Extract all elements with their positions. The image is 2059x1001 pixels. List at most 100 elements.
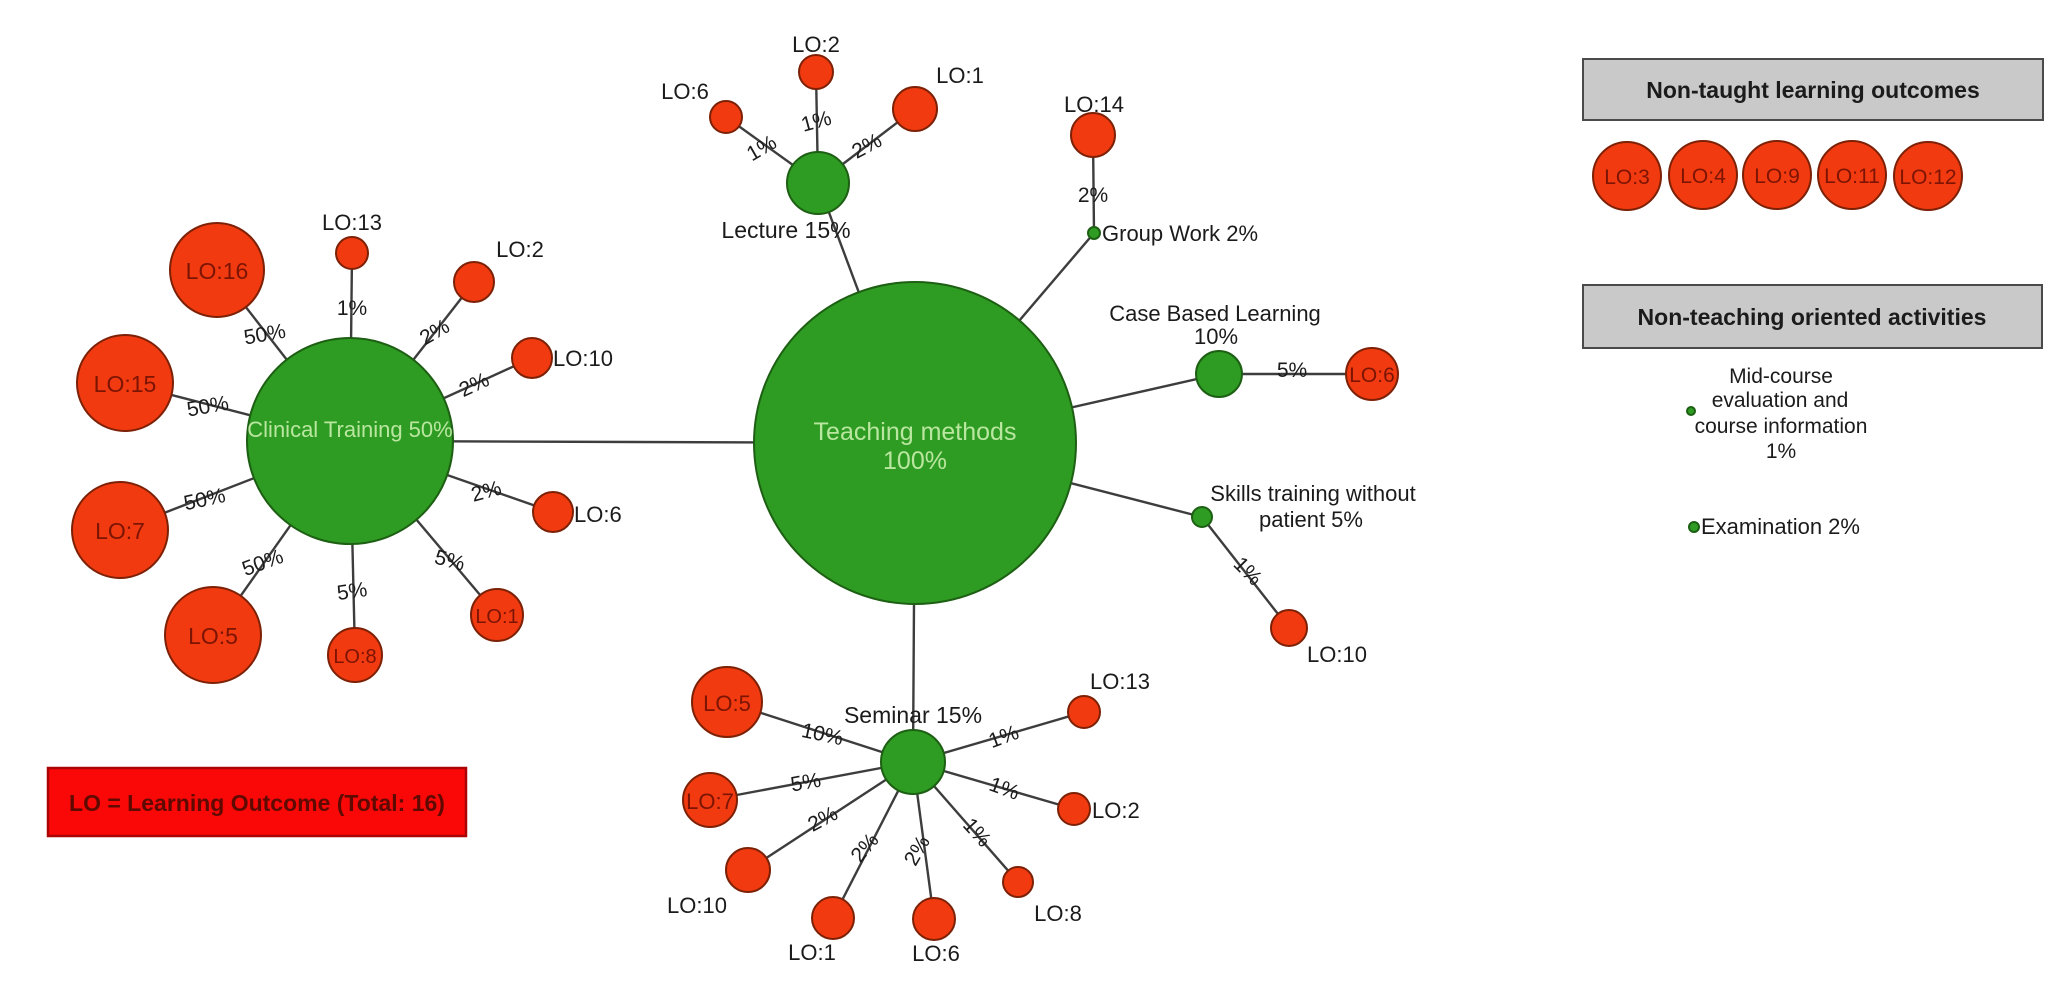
node-nontaught-lo9 <box>1742 140 1812 210</box>
clinical-lo16-label: LO:16 <box>186 258 249 284</box>
seminar-lo6-pct: 2% <box>900 832 935 870</box>
case-based-label-line2: 10% <box>1194 324 1238 349</box>
node-clinical-lo13 <box>335 236 369 270</box>
nontaught-lo3-label: LO:3 <box>1604 166 1650 189</box>
teaching-label-line2: 100% <box>883 447 947 475</box>
node-clinical-lo15 <box>76 334 174 432</box>
node-layer <box>71 54 1399 941</box>
node-seminar-lo5 <box>691 666 763 738</box>
seminar-lo1-pct: 2% <box>846 829 883 867</box>
node-seminar <box>880 729 946 795</box>
node-clinical-lo5 <box>164 586 262 684</box>
node-seminar-lo6 <box>912 897 956 941</box>
seminar-lo5-pct: 10% <box>799 719 845 750</box>
clinical-lo13-pct: 1% <box>337 297 367 320</box>
seminar-lo13-label: LO:13 <box>1090 669 1150 694</box>
skills-label-line2: patient 5% <box>1259 507 1363 532</box>
clinical-lo8-label: LO:8 <box>333 646 376 668</box>
node-clinical-training <box>246 337 454 545</box>
node-seminar-lo8 <box>1002 866 1034 898</box>
lecture-lo2-pct: 1% <box>799 107 834 137</box>
seminar-lo10-label: LO:10 <box>667 893 727 918</box>
node-skills-training <box>1191 506 1213 528</box>
examination-dot <box>1688 521 1700 533</box>
node-groupwork-lo14 <box>1070 112 1116 158</box>
nontaught-lo9-label: LO:9 <box>1754 165 1800 188</box>
node-lecture-lo2 <box>798 54 834 90</box>
clinical-lo5-label: LO:5 <box>188 623 238 649</box>
midcourse-dot <box>1686 406 1696 416</box>
seminar-lo10-pct: 2% <box>804 802 842 837</box>
skills-label-line1: Skills training without <box>1210 481 1415 506</box>
node-lecture <box>786 151 850 215</box>
clinical-lo13-label: LO:13 <box>322 210 382 235</box>
clinical-lo7-pct: 50% <box>182 484 228 515</box>
examination-label: Examination 2% <box>1701 514 1860 539</box>
nontaught-lo12-label: LO:12 <box>1899 166 1956 189</box>
lecture-lo2-label: LO:2 <box>792 32 840 57</box>
groupwork-lo14-pct: 2% <box>1078 184 1108 207</box>
seminar-label: Seminar 15% <box>844 702 982 728</box>
node-nontaught-lo4 <box>1668 140 1738 210</box>
groupwork-lo14-label: LO:14 <box>1064 92 1124 117</box>
nontaught-lo11-label: LO:11 <box>1824 165 1880 188</box>
edge-seminar-lo7 <box>709 760 914 802</box>
clinical-lo10-label: LO:10 <box>553 346 613 371</box>
non-teaching-title-box <box>1582 284 2043 349</box>
seminar-lo8-label: LO:8 <box>1034 901 1082 926</box>
node-clinical-lo1 <box>470 588 524 642</box>
clinical-lo6-label: LO:6 <box>574 502 622 527</box>
clinical-lo15-pct: 50% <box>185 392 230 422</box>
non-taught-panel: Non-taught learning outcomes LO:3 LO:4 L… <box>1582 58 2044 211</box>
legend: LO = Learning Outcome (Total: 16) <box>46 766 468 838</box>
teaching-label-line1: Teaching methods <box>814 418 1017 446</box>
edge-skills-lo10 <box>1201 516 1290 629</box>
node-clinical-lo10 <box>511 337 553 379</box>
legend-label: LO = Learning Outcome (Total: 16) <box>69 790 445 816</box>
clinical-lo7-label: LO:7 <box>95 518 145 544</box>
node-nontaught-lo12 <box>1893 141 1963 211</box>
clinical-lo15-label: LO:15 <box>94 371 157 397</box>
midcourse-line1: Mid-course <box>1729 365 1833 388</box>
lecture-label: Lecture 15% <box>721 217 850 243</box>
skills-lo10-label: LO:10 <box>1307 642 1367 667</box>
node-casebased-lo6 <box>1345 347 1399 401</box>
clinical-lo2-pct: 2% <box>416 315 454 350</box>
node-seminar-lo7 <box>682 772 738 828</box>
node-clinical-lo6 <box>532 491 574 533</box>
clinical-lo16-pct: 50% <box>242 320 287 350</box>
label-layer: Teaching methods 100% Clinical Training … <box>94 32 1416 966</box>
node-nontaught-lo11 <box>1817 140 1887 210</box>
midcourse-line3: course information <box>1695 415 1868 438</box>
midcourse-line4: 1% <box>1766 440 1796 463</box>
node-seminar-lo2 <box>1057 792 1091 826</box>
group-work-label: Group Work 2% <box>1102 221 1258 246</box>
node-seminar-lo13 <box>1067 695 1101 729</box>
clinical-lo6-pct: 2% <box>469 477 504 507</box>
seminar-lo7-label: LO:7 <box>686 789 734 814</box>
node-nontaught-lo3 <box>1592 141 1662 211</box>
non-teaching-title: Non-teaching oriented activities <box>1638 304 1987 330</box>
clinical-lo1-pct: 5% <box>432 546 467 576</box>
nontaught-lo4-label: LO:4 <box>1680 165 1726 188</box>
node-seminar-lo1 <box>811 896 855 940</box>
clinical-lo1-label: LO:1 <box>475 606 518 628</box>
node-seminar-lo10 <box>725 847 771 893</box>
clinical-lo2-label: LO:2 <box>496 237 544 262</box>
casebased-lo6-label: LO:6 <box>1349 364 1395 387</box>
node-teaching-methods <box>753 281 1077 605</box>
legend-box <box>46 766 468 838</box>
seminar-lo6-label: LO:6 <box>912 941 960 966</box>
seminar-lo2-label: LO:2 <box>1092 798 1140 823</box>
node-clinical-lo7 <box>71 481 169 579</box>
clinical-label: Clinical Training 50% <box>247 417 452 442</box>
clinical-lo5-pct: 50% <box>239 545 286 581</box>
node-clinical-lo16 <box>169 222 265 318</box>
node-skills-lo10 <box>1270 609 1308 647</box>
seminar-lo13-pct: 1% <box>986 721 1022 753</box>
clinical-lo8-pct: 5% <box>335 578 368 605</box>
seminar-lo5-label: LO:5 <box>703 691 751 716</box>
non-teaching-panel: Non-teaching oriented activities Mid-cou… <box>1582 284 2043 539</box>
seminar-lo2-pct: 1% <box>986 773 1022 805</box>
